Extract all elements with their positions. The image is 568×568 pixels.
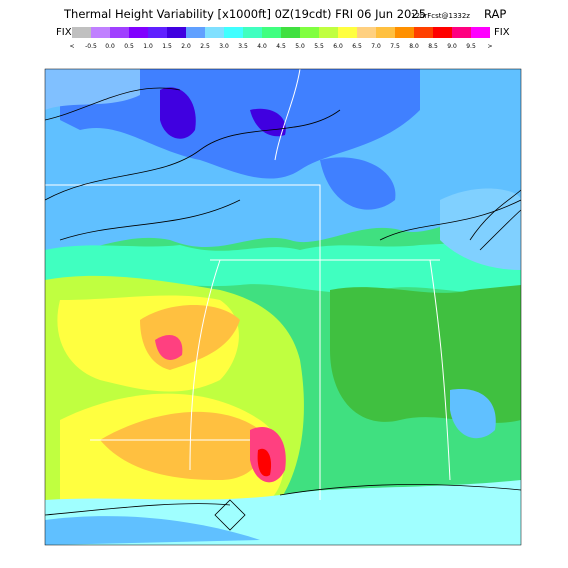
legend-label: 3.0 [219, 43, 229, 50]
legend-swatch [414, 27, 433, 38]
legend-label: 8.0 [409, 43, 419, 50]
title: Thermal Height Variability [x1000ft] 0Z(… [63, 7, 426, 21]
legend-swatch [338, 27, 357, 38]
legend-label: 9.5 [466, 43, 476, 50]
map [44, 68, 522, 546]
legend-swatch [471, 27, 490, 38]
legend-swatch [205, 27, 224, 38]
legend-swatch [395, 27, 414, 38]
legend-label: 5.5 [314, 43, 324, 50]
legend-swatch [110, 27, 129, 38]
legend-label: 1.0 [143, 43, 153, 50]
legend-swatch [167, 27, 186, 38]
legend-label: > [487, 43, 492, 50]
legend-label: 0.0 [105, 43, 115, 50]
legend-label: 7.0 [371, 43, 381, 50]
fix-right: FIX [494, 27, 510, 38]
legend-label: 4.0 [257, 43, 267, 50]
legend-swatch [186, 27, 205, 38]
legend-label: 7.5 [390, 43, 400, 50]
legend-label: 2.5 [200, 43, 210, 50]
legend-swatch [243, 27, 262, 38]
legend-label: 9.0 [447, 43, 457, 50]
legend-swatch [319, 27, 338, 38]
fix-left: FIX [56, 27, 72, 38]
legend-swatch [281, 27, 300, 38]
legend-swatch [91, 27, 110, 38]
legend-swatch [357, 27, 376, 38]
legend-label: 2.0 [181, 43, 191, 50]
legend-swatch [129, 27, 148, 38]
legend-swatch [376, 27, 395, 38]
legend-label: -0.5 [85, 43, 97, 50]
legend-swatch [433, 27, 452, 38]
legend-swatch [224, 27, 243, 38]
legend-label: < [69, 43, 74, 50]
subtitle: 12hrFcst@1332z [411, 12, 470, 20]
legend-swatch [148, 27, 167, 38]
model: RAP [484, 7, 506, 21]
legend-label: 1.5 [162, 43, 172, 50]
legend-label: 5.0 [295, 43, 305, 50]
legend-label: 6.5 [352, 43, 362, 50]
color-legend: < -0.5 0.0 0.5 1.0 1.5 2.0 2.5 3.0 3.5 4.0 4.5 5.0 5.… [69, 27, 493, 50]
legend-label: 0.5 [124, 43, 134, 50]
legend-label: 4.5 [276, 43, 286, 50]
legend-swatch [72, 27, 91, 38]
legend-swatch [452, 27, 471, 38]
legend-swatch [300, 27, 319, 38]
legend-label: 6.0 [333, 43, 343, 50]
legend-label: 8.5 [428, 43, 438, 50]
legend-label: 3.5 [238, 43, 248, 50]
legend-swatch [262, 27, 281, 38]
